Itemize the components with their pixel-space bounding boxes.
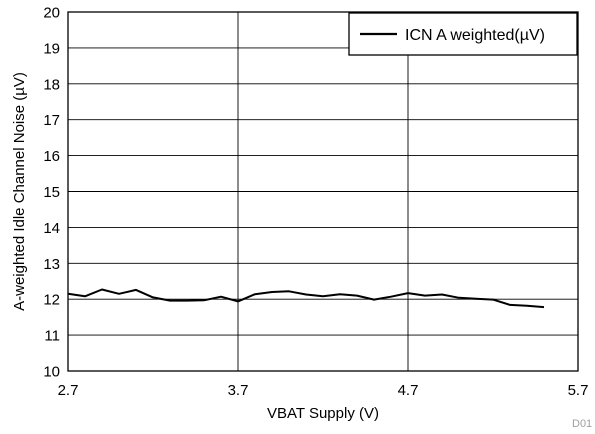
legend-label: ICN A weighted(µV) [405, 27, 545, 44]
y-axis-label: A-weighted Idle Channel Noise (µV) [11, 72, 28, 311]
y-tick-label: 18 [43, 76, 60, 93]
series-layer [67, 288, 545, 309]
plot-frame [67, 11, 579, 372]
y-tick-label: 17 [43, 112, 60, 129]
y-tick-label: 13 [43, 256, 60, 273]
y-tick-label: 15 [43, 184, 60, 201]
y-tick-label: 10 [43, 364, 60, 381]
x-tick-label: 2.7 [58, 382, 79, 399]
x-axis-ticks: 2.7 3.7 4.7 5.7 [58, 382, 589, 399]
y-axis-ticks: 10 11 12 13 14 15 16 17 18 19 20 [43, 5, 60, 381]
series-line [67, 288, 545, 309]
x-tick-label: 3.7 [228, 382, 249, 399]
figure-id-footnote: D01 [572, 418, 592, 429]
y-tick-label: 11 [44, 328, 60, 345]
y-tick-label: 20 [43, 5, 60, 22]
x-tick-label: 4.7 [398, 382, 419, 399]
y-tick-label: 12 [43, 292, 60, 309]
gridlines [68, 12, 578, 371]
y-tick-label: 14 [43, 220, 60, 237]
y-tick-label: 16 [43, 148, 60, 165]
legend: ICN A weighted(µV) [348, 12, 578, 56]
x-tick-label: 5.7 [568, 382, 589, 399]
x-axis-label: VBAT Supply (V) [267, 405, 379, 422]
y-tick-label: 19 [43, 40, 60, 57]
